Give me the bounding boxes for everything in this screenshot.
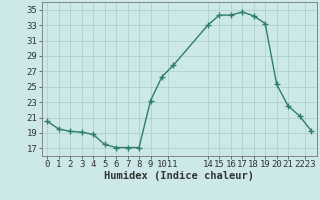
X-axis label: Humidex (Indice chaleur): Humidex (Indice chaleur): [104, 171, 254, 181]
